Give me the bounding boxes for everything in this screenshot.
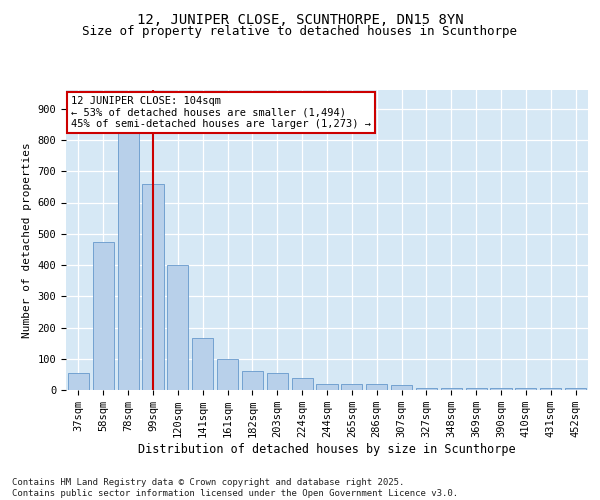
Bar: [391, 386, 412, 390]
Y-axis label: Number of detached properties: Number of detached properties: [22, 142, 32, 338]
Bar: [93, 242, 114, 390]
Bar: [540, 388, 561, 390]
X-axis label: Distribution of detached houses by size in Scunthorpe: Distribution of detached houses by size …: [138, 443, 516, 456]
Bar: [167, 265, 188, 390]
Bar: [118, 128, 139, 390]
Bar: [416, 388, 437, 390]
Bar: [316, 384, 338, 390]
Text: Size of property relative to detached houses in Scunthorpe: Size of property relative to detached ho…: [83, 25, 517, 38]
Bar: [515, 388, 536, 390]
Bar: [366, 384, 387, 390]
Bar: [68, 373, 89, 390]
Bar: [267, 373, 288, 390]
Bar: [565, 388, 586, 390]
Bar: [217, 359, 238, 390]
Bar: [441, 388, 462, 390]
Bar: [490, 388, 512, 390]
Bar: [142, 184, 164, 390]
Bar: [466, 388, 487, 390]
Bar: [292, 378, 313, 390]
Bar: [341, 384, 362, 390]
Text: 12, JUNIPER CLOSE, SCUNTHORPE, DN15 8YN: 12, JUNIPER CLOSE, SCUNTHORPE, DN15 8YN: [137, 12, 463, 26]
Bar: [192, 338, 213, 390]
Text: Contains HM Land Registry data © Crown copyright and database right 2025.
Contai: Contains HM Land Registry data © Crown c…: [12, 478, 458, 498]
Bar: [242, 371, 263, 390]
Text: 12 JUNIPER CLOSE: 104sqm
← 53% of detached houses are smaller (1,494)
45% of sem: 12 JUNIPER CLOSE: 104sqm ← 53% of detach…: [71, 96, 371, 129]
